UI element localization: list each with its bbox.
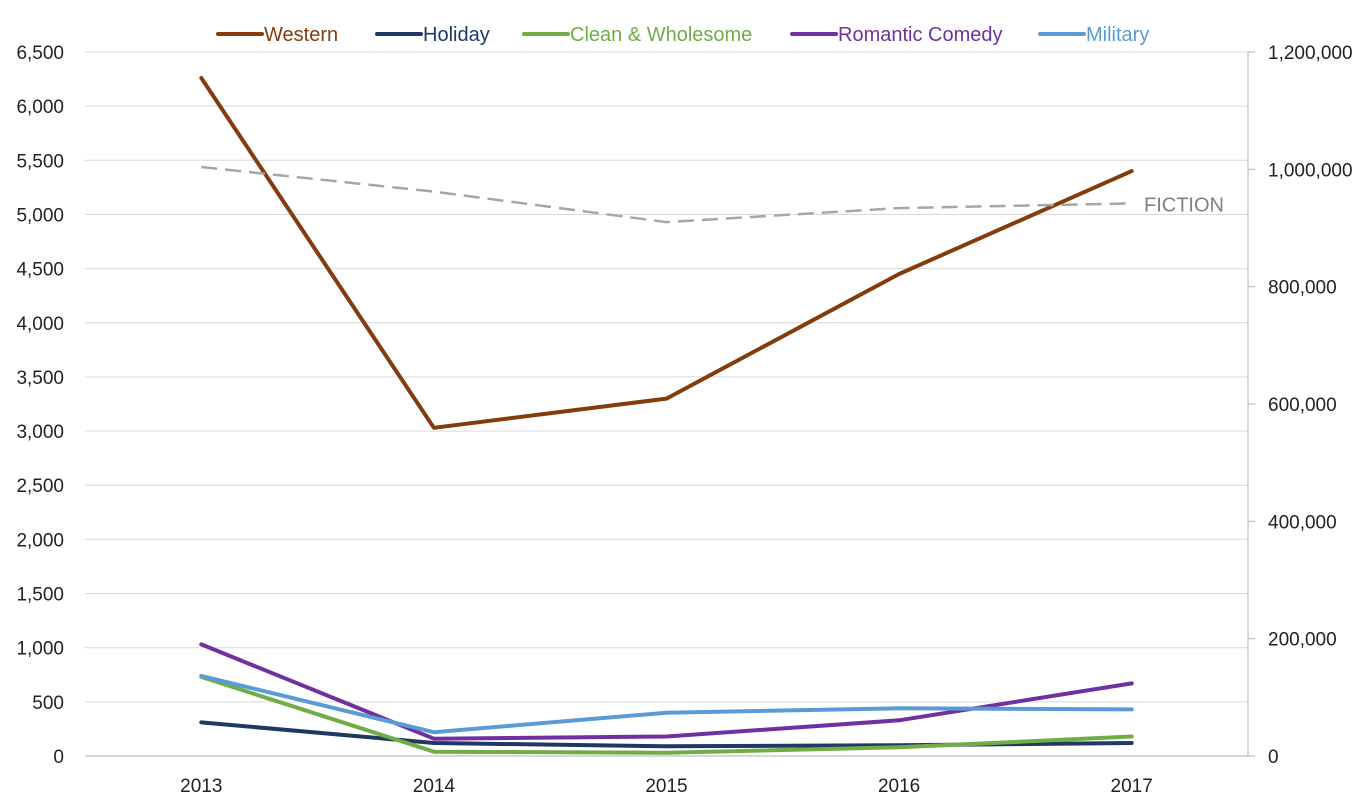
y-left-tick-label: 5,500	[16, 151, 64, 172]
y-left-tick-label: 0	[53, 747, 64, 768]
annotations: FICTION	[1144, 194, 1224, 216]
y-left-tick-label: 2,000	[16, 530, 64, 551]
series-line-romantic-comedy	[199, 642, 1134, 741]
axes: 0 500 1,000 1,500 2,000 2,500 3,000 3,500 4,000 4…	[16, 43, 1352, 797]
legend: Western Holiday Clean & Wholesome Romantic …	[216, 24, 1149, 46]
series-line-military	[199, 673, 1134, 735]
legend-label-western: Western	[264, 24, 338, 46]
y-left-tick-label: 4,000	[16, 314, 64, 335]
legend-label-romantic-comedy: Romantic Comedy	[838, 24, 1003, 46]
legend-label-clean-wholesome: Clean & Wholesome	[570, 24, 752, 46]
y-right-tick-label: 400,000	[1268, 512, 1337, 533]
y-left-tick-label: 3,500	[16, 368, 64, 389]
y-left-tick-label: 6,000	[16, 97, 64, 118]
x-tick-label: 2016	[878, 776, 920, 797]
series-line-clean-wholesome	[199, 674, 1134, 755]
x-tick-label: 2013	[180, 776, 222, 797]
legend-label-holiday: Holiday	[423, 24, 490, 46]
legend-label-military: Military	[1086, 24, 1149, 46]
y-right-tick-label: 800,000	[1268, 278, 1337, 299]
y-left-tick-label: 6,500	[16, 43, 64, 64]
y-right-tick-label: 1,000,000	[1268, 160, 1353, 181]
annotation-fiction-label: FICTION	[1144, 194, 1224, 216]
y-left-tick-label: 4,500	[16, 260, 64, 281]
y-right-tick-label: 0	[1268, 747, 1279, 768]
y-right-tick-label: 1,200,000	[1268, 43, 1353, 64]
series-line-western	[199, 76, 1134, 430]
x-tick-label: 2017	[1111, 776, 1153, 797]
y-left-tick-label: 500	[32, 693, 64, 714]
y-left-tick-label: 5,000	[16, 205, 64, 226]
y-left-tick-label: 3,000	[16, 422, 64, 443]
y-right-tick-label: 200,000	[1268, 630, 1337, 651]
y-right-tick-label: 600,000	[1268, 395, 1337, 416]
gridlines	[85, 51, 1248, 757]
y-left-tick-label: 1,000	[16, 639, 64, 660]
series-lines	[199, 76, 1134, 755]
y-left-tick-label: 2,500	[16, 476, 64, 497]
x-tick-label: 2014	[413, 776, 456, 797]
series-line-fiction	[201, 165, 1132, 224]
y-left-tick-label: 1,500	[16, 585, 64, 606]
x-tick-label: 2015	[645, 776, 687, 797]
